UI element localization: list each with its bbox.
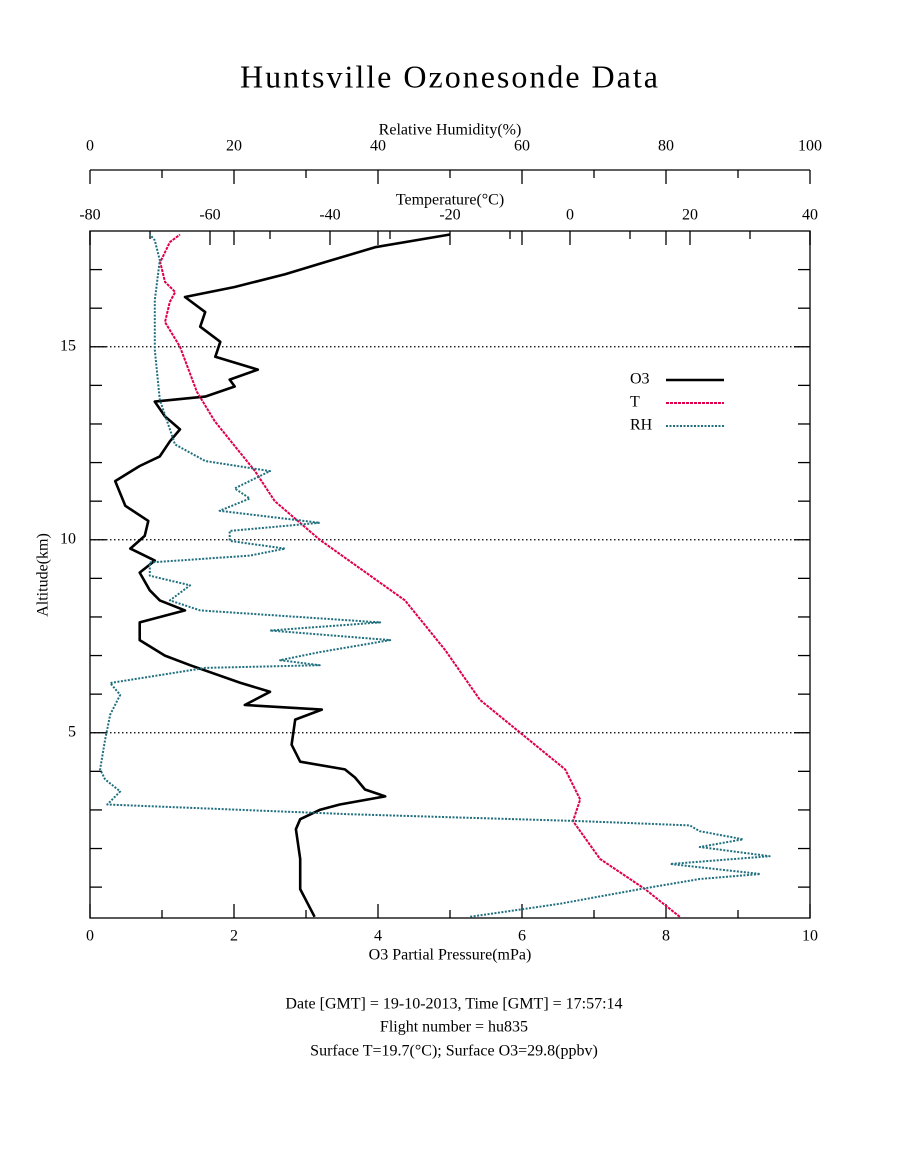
tick-label: 2 — [230, 928, 238, 945]
y-tick-label: 10 — [60, 530, 76, 547]
tick-label: -80 — [79, 207, 100, 224]
legend-label: T — [630, 394, 640, 411]
series-line — [113, 233, 451, 918]
chart-title: Huntsville Ozonesonde Data — [240, 58, 660, 94]
tick-label: 6 — [518, 928, 526, 945]
t-axis-label: Temperature(°C) — [396, 192, 504, 209]
rh-axis-label: Relative Humidity(%) — [379, 122, 522, 139]
tick-label: 10 — [802, 928, 818, 945]
tick-label: 20 — [682, 207, 698, 224]
tick-label: 80 — [658, 138, 674, 155]
tick-label: -20 — [439, 207, 460, 224]
x-axis-label: O3 Partial Pressure(mPa) — [369, 947, 532, 964]
legend-label: RH — [630, 417, 653, 434]
series-line — [159, 233, 681, 918]
tick-label: 40 — [802, 207, 818, 224]
y-axis-label: Altitude(km) — [35, 533, 52, 617]
footer-line: Surface T=19.7(°C); Surface O3=29.8(ppbv… — [310, 1043, 598, 1060]
tick-label: 8 — [662, 928, 670, 945]
tick-label: 40 — [370, 138, 386, 155]
tick-label: 60 — [514, 138, 530, 155]
plot-frame — [89, 230, 811, 919]
tick-label: 100 — [798, 138, 822, 155]
tick-label: -40 — [319, 207, 340, 224]
footer-line: Date [GMT] = 19-10-2013, Time [GMT] = 17… — [285, 996, 622, 1013]
y-tick-label: 5 — [68, 723, 76, 740]
tick-label: 0 — [86, 928, 94, 945]
tick-label: 0 — [566, 207, 574, 224]
tick-label: 4 — [374, 928, 382, 945]
legend-label: O3 — [630, 371, 650, 388]
tick-label: 0 — [86, 138, 94, 155]
tick-label: 20 — [226, 138, 242, 155]
y-tick-label: 15 — [60, 337, 76, 354]
series-line — [99, 233, 771, 918]
footer-line: Flight number = hu835 — [380, 1019, 528, 1036]
tick-label: -60 — [199, 207, 220, 224]
